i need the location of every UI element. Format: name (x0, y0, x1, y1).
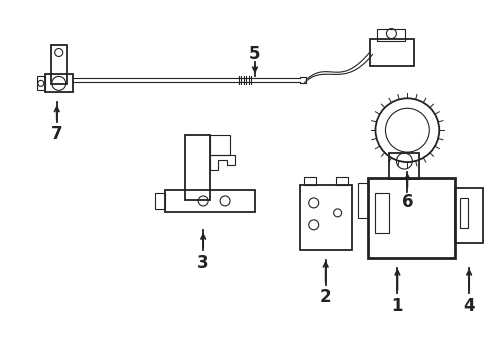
Bar (37, 76, 45, 90)
Text: 1: 1 (392, 297, 403, 315)
Bar (369, 39, 415, 67)
Bar (300, 185, 352, 250)
Bar (210, 135, 230, 155)
Bar (377, 28, 405, 41)
Text: 5: 5 (249, 45, 261, 63)
Text: 6: 6 (402, 193, 413, 211)
Bar (304, 177, 316, 185)
Bar (155, 193, 165, 209)
Bar (358, 183, 368, 218)
Text: 3: 3 (197, 254, 209, 272)
Bar (185, 135, 210, 200)
Bar (51, 45, 67, 84)
Bar (165, 190, 255, 212)
Text: 2: 2 (320, 288, 332, 306)
Bar (45, 75, 73, 92)
Text: 4: 4 (464, 297, 475, 315)
Bar (375, 193, 390, 233)
Bar (455, 188, 483, 243)
Bar (460, 198, 468, 228)
Text: 7: 7 (51, 125, 63, 143)
Bar (368, 178, 455, 258)
Bar (390, 153, 419, 179)
Bar (336, 177, 347, 185)
